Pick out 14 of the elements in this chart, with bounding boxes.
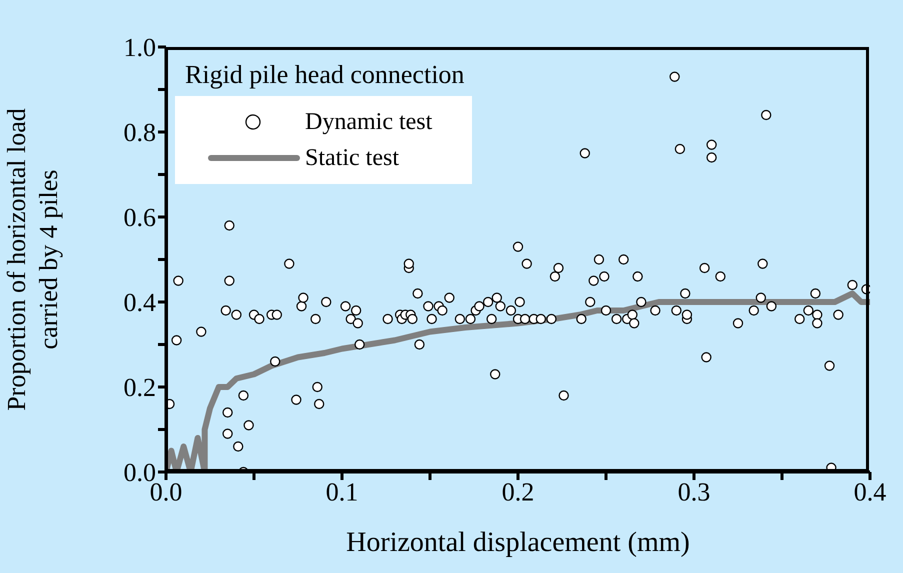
x-tick-label: 0.2: [502, 477, 534, 506]
legend-label: Static test: [305, 144, 399, 172]
x-tick-label: 0.1: [326, 477, 358, 506]
annotation: Rigid pile head connection: [185, 60, 464, 90]
legend-label: Dynamic test: [305, 108, 432, 136]
y-tick-label: 0.6: [124, 203, 156, 232]
y-tick-label: 0.8: [124, 118, 156, 148]
y-tick-label: 0.4: [124, 288, 156, 318]
x-tick-label: 0.4: [854, 477, 886, 506]
y-tick-label: 1.0: [124, 33, 156, 62]
y-axis-title: Proportion of horizontal load carried by 4 piles: [2, 108, 63, 411]
x-tick-label: 0.3: [678, 477, 710, 506]
y-tick-label: 0.2: [124, 373, 156, 402]
x-axis-title: Horizontal displacement (mm): [346, 527, 690, 558]
